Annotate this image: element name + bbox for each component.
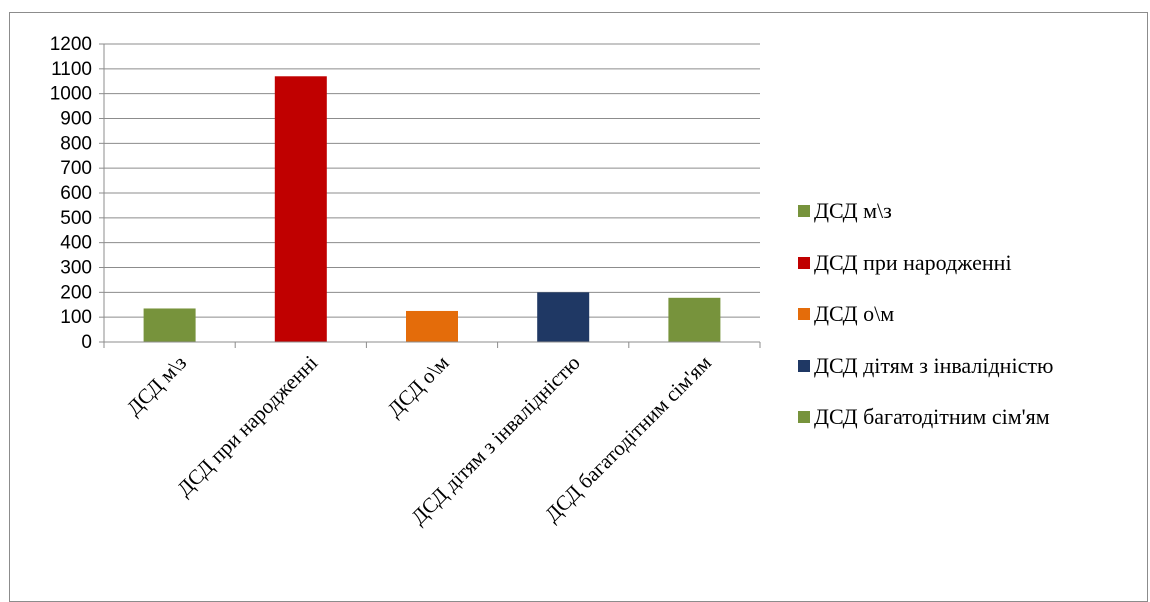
y-tick-label: 400 <box>60 233 92 254</box>
gridlines <box>104 43 760 343</box>
y-tick-label: 0 <box>81 332 92 353</box>
legend-swatch <box>798 205 810 217</box>
x-tick-label: ДСД м\з <box>122 351 191 420</box>
y-tick-label: 1200 <box>50 34 92 55</box>
y-tick-label: 800 <box>60 133 92 154</box>
y-tick-label: 700 <box>60 158 92 179</box>
axes <box>103 44 761 348</box>
legend-label: ДСД о\м <box>814 301 895 326</box>
y-tick-label: 900 <box>60 109 92 130</box>
bars <box>143 76 721 343</box>
legend-label: ДСД м\з <box>814 198 892 223</box>
legend-swatch <box>798 359 810 372</box>
legend-swatch <box>798 256 810 269</box>
y-tick-label: 200 <box>60 282 92 303</box>
legend-label: ДСД дітям з інвалідністю <box>814 352 1054 378</box>
bar <box>406 310 458 342</box>
bar <box>537 292 590 342</box>
bar <box>143 308 196 342</box>
y-tick-label: 500 <box>60 208 92 229</box>
y-axis-ticks: 0 100 200 300 400 500 600 700 800 900 1000 1100 1200 <box>50 34 104 353</box>
legend-label: ДСД при народженні <box>814 249 1012 275</box>
legend-swatch <box>798 308 810 320</box>
x-tick-label: ДСД при народженні <box>172 350 322 500</box>
bar <box>274 76 327 343</box>
legend-label: ДСД багатодітним сім'ям <box>814 404 1050 429</box>
y-tick-label: 1000 <box>50 84 92 105</box>
x-tick-label: ДСД о\м <box>382 351 453 422</box>
y-tick-label: 1100 <box>51 59 92 80</box>
y-tick-label: 600 <box>60 183 92 204</box>
bar <box>668 297 721 342</box>
y-tick-label: 100 <box>60 307 92 328</box>
legend-swatch <box>798 411 810 423</box>
y-tick-label: 300 <box>60 258 92 279</box>
